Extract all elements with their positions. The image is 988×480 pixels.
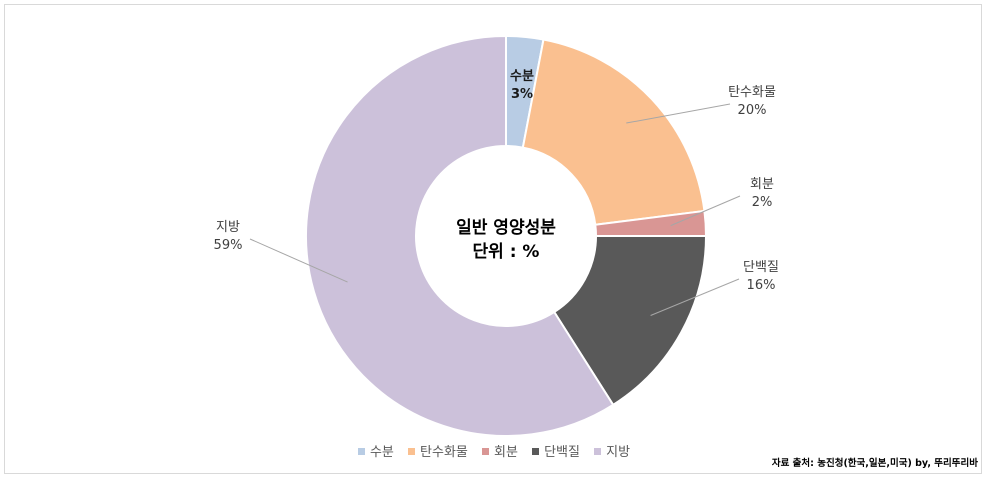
center-unit: 단위 : % (473, 242, 540, 262)
slice-fat (305, 34, 615, 437)
slice-label-water: 수분 (510, 69, 534, 84)
leader-line-ash (670, 195, 741, 227)
slice-value-ash: 2% (752, 195, 773, 210)
legend-swatch (408, 448, 416, 455)
slice-value-carbohydrate: 20% (738, 103, 767, 118)
labels-group: 수분 3% 탄수화물 20% 회분 2% 단백질 16% 지방 59% (214, 69, 779, 293)
slice-label-carbohydrate: 탄수화물 (728, 85, 776, 100)
slice-label-fat: 지방 (216, 220, 240, 235)
legend-label: 수분 (369, 445, 394, 460)
legend-item-water: 수분 (357, 441, 394, 460)
slice-label-ash: 회분 (750, 177, 774, 192)
legend-label: 지방 (606, 445, 631, 460)
center-title: 일반 영양성분 (456, 218, 556, 238)
slice-carbohydrate (521, 38, 706, 226)
legend-label: 회분 (494, 445, 518, 460)
legend-swatch (594, 448, 602, 455)
legend-label: 단백질 (544, 445, 580, 460)
slice-value-fat: 59% (214, 238, 243, 253)
leader-lines-group (249, 103, 741, 316)
slice-protein (552, 235, 708, 407)
legend-item-fat: 지방 (594, 441, 630, 460)
legend-swatch (482, 448, 490, 455)
slice-value-protein: 16% (747, 278, 776, 293)
legend: 수분 탄수화물 회분 단백질 지방 (0, 441, 988, 460)
legend-item-ash: 회분 (482, 441, 518, 460)
leader-line-carbohydrate (626, 103, 731, 124)
legend-label: 탄수화물 (420, 445, 468, 460)
legend-item-protein: 단백질 (532, 441, 580, 460)
slices-group (305, 34, 708, 437)
source-note: 자료 출처: 농진청(한국,일본,미국) by, 뚜리뚜리바 (771, 458, 978, 469)
leader-line-fat (249, 238, 348, 283)
slice-label-protein: 단백질 (743, 260, 779, 275)
legend-swatch (357, 448, 365, 455)
legend-swatch (532, 448, 540, 455)
leader-line-protein (650, 278, 740, 316)
legend-item-carbohydrate: 탄수화물 (408, 441, 468, 460)
slice-value-water: 3% (511, 87, 533, 102)
